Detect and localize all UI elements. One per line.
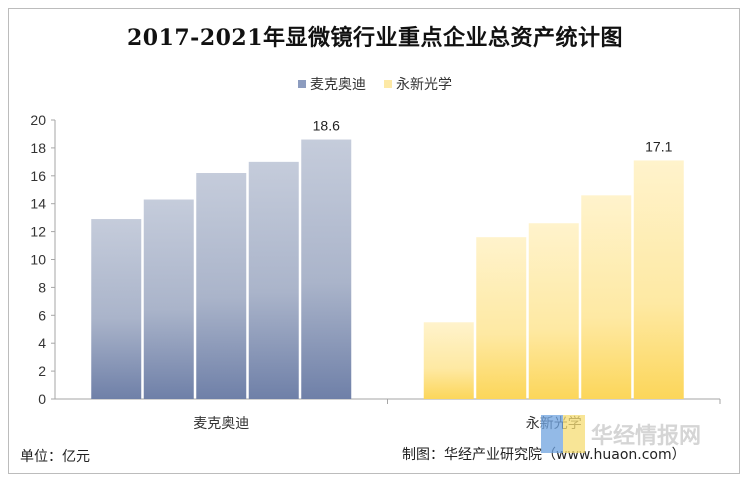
legend-label-2: 永新光学 (396, 77, 452, 93)
bar (301, 139, 352, 399)
bar (581, 195, 632, 399)
watermark: 华经情报网 (541, 415, 701, 453)
chart-title: 2017-2021年显微镜行业重点企业总资产统计图 (126, 25, 624, 51)
y-tick-label: 14 (30, 196, 46, 212)
bar (143, 199, 194, 399)
unit-label: 单位：亿元 (20, 449, 90, 465)
legend-label-1: 麦克奥迪 (310, 77, 366, 93)
bar (528, 223, 579, 399)
y-tick-label: 12 (30, 224, 46, 240)
bar (248, 161, 299, 399)
y-tick-label: 4 (38, 335, 46, 351)
y-tick-label: 2 (38, 363, 46, 379)
watermark-text: 华经情报网 (591, 424, 702, 449)
data-label: 17.1 (645, 138, 672, 154)
chart-legend: 麦克奥迪 永新光学 (0, 74, 750, 94)
bar (476, 237, 527, 399)
y-tick-label: 0 (38, 391, 46, 407)
y-tick-label: 16 (30, 168, 46, 184)
y-tick-label: 20 (30, 112, 46, 128)
y-tick-label: 10 (30, 252, 46, 268)
data-label: 18.6 (313, 118, 340, 134)
x-tick-label: 麦克奥迪 (193, 415, 249, 432)
source-label: 制图：华经产业研究院（www.huaon.com） (402, 447, 686, 463)
y-tick-label: 18 (30, 140, 46, 156)
legend-swatch-2 (384, 80, 392, 88)
bar (91, 219, 142, 399)
bar (423, 322, 474, 399)
bar (633, 160, 684, 399)
y-tick-label: 6 (38, 307, 46, 323)
watermark-logo-icon (541, 415, 585, 453)
legend-item-1: 麦克奥迪 (298, 74, 366, 94)
legend-item-2: 永新光学 (384, 74, 452, 94)
y-tick-label: 8 (38, 279, 46, 295)
legend-swatch-1 (298, 80, 306, 88)
bar (196, 173, 247, 399)
